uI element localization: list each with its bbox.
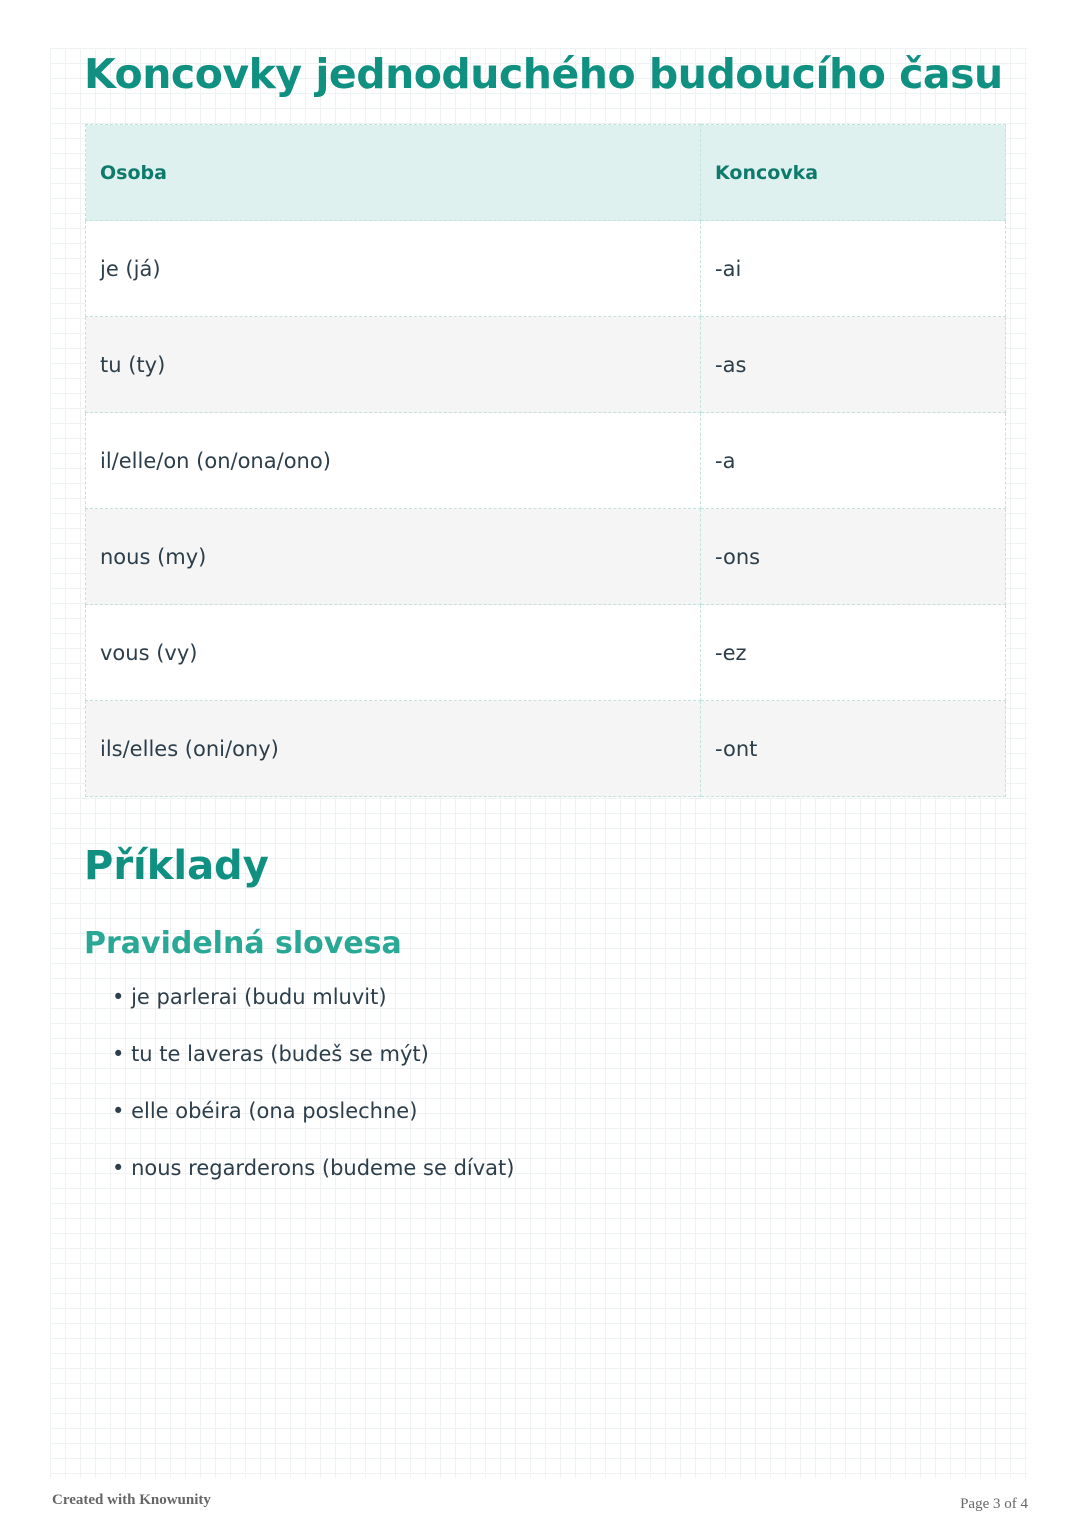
cell-person: vous (vy) xyxy=(85,604,701,701)
table-row: vous (vy) -ez xyxy=(85,604,1006,701)
table-row: je (já) -ai xyxy=(85,220,1006,317)
cell-ending: -ez xyxy=(700,604,1006,701)
cell-person: il/elle/on (on/ona/ono) xyxy=(85,412,701,509)
cell-ending: -as xyxy=(700,316,1006,413)
cell-person: nous (my) xyxy=(85,508,701,605)
page-title: Koncovky jednoduchého budoucího času xyxy=(84,50,1003,98)
examples-heading: Příklady xyxy=(84,843,269,889)
header-koncovka: Koncovka xyxy=(700,124,1006,221)
list-item: je parlerai (budu mluvit) xyxy=(112,985,514,1042)
cell-person: tu (ty) xyxy=(85,316,701,413)
examples-list: je parlerai (budu mluvit) tu te laveras … xyxy=(112,985,514,1213)
cell-ending: -ai xyxy=(700,220,1006,317)
cell-ending: -ont xyxy=(700,700,1006,797)
cell-ending: -a xyxy=(700,412,1006,509)
cell-person: je (já) xyxy=(85,220,701,317)
footer-created: Created with Knowunity xyxy=(52,1492,211,1508)
endings-table: Osoba Koncovka je (já) -ai tu (ty) -as il/… xyxy=(85,124,1006,797)
footer-page-number: Page 3 of 4 xyxy=(960,1496,1028,1512)
table-row: ils/elles (oni/ony) -ont xyxy=(85,700,1006,797)
list-item: elle obéira (ona poslechne) xyxy=(112,1099,514,1156)
table-header-row: Osoba Koncovka xyxy=(85,124,1006,221)
list-item: nous regarderons (budeme se dívat) xyxy=(112,1156,514,1213)
header-osoba: Osoba xyxy=(85,124,701,221)
regular-verbs-heading: Pravidelná slovesa xyxy=(84,926,402,961)
table-row: il/elle/on (on/ona/ono) -a xyxy=(85,412,1006,509)
table-row: tu (ty) -as xyxy=(85,316,1006,413)
cell-ending: -ons xyxy=(700,508,1006,605)
table-row: nous (my) -ons xyxy=(85,508,1006,605)
cell-person: ils/elles (oni/ony) xyxy=(85,700,701,797)
list-item: tu te laveras (budeš se mýt) xyxy=(112,1042,514,1099)
